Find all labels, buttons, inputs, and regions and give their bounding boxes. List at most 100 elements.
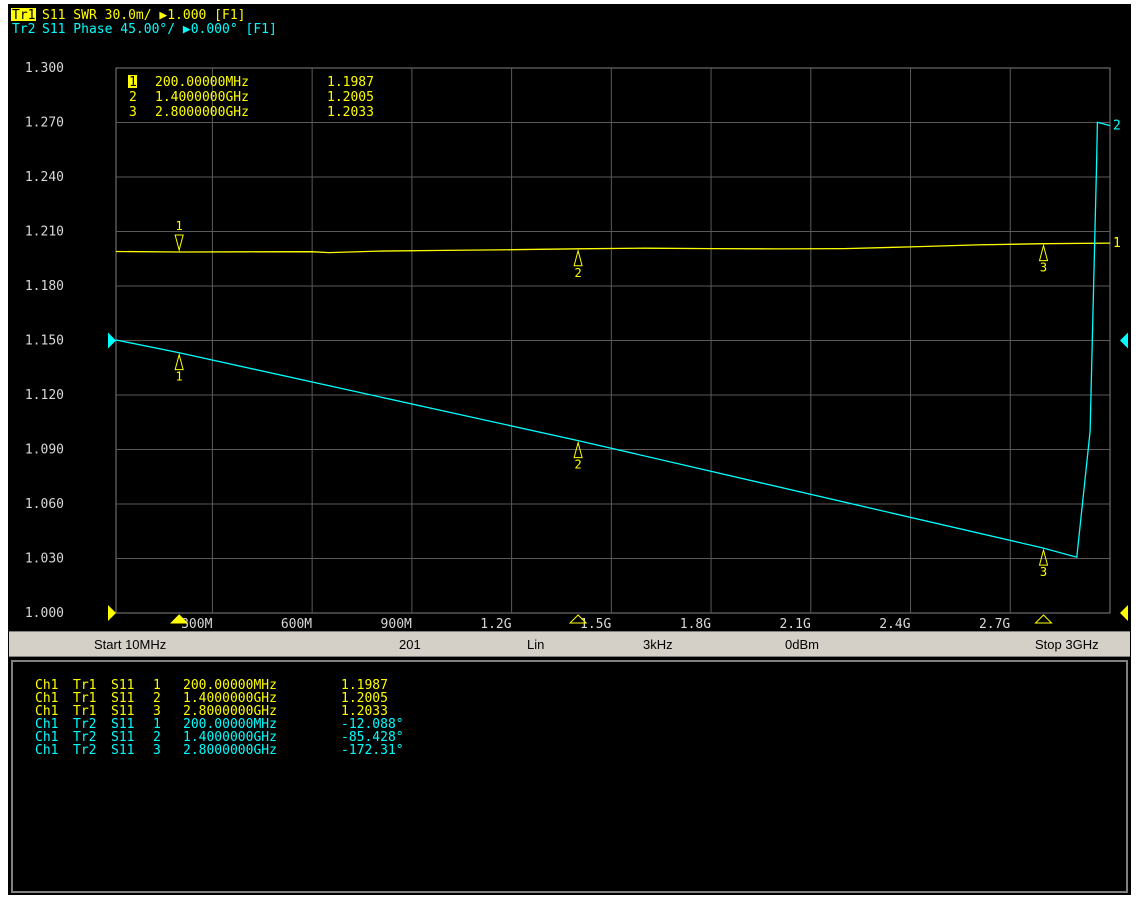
stimulus-marker: [568, 614, 588, 624]
marker-cell-tr: Tr2: [73, 717, 97, 732]
y-tick-label: 1.150: [25, 334, 64, 349]
marker-cell-ch: Ch1: [35, 743, 59, 758]
trace-end-label: 1: [1113, 236, 1121, 251]
marker-cell-freq: 1.4000000GHz: [183, 730, 277, 745]
y-tick-label: 1.270: [25, 116, 64, 131]
trace-line-tr1: [115, 242, 1111, 254]
marker-cell-value: -12.088°: [341, 717, 404, 732]
y-tick-label: 1.300: [25, 61, 64, 76]
x-tick-label: 1.5G: [580, 617, 611, 631]
chart-svg: Tr1 S11 SWR 30.0m/ ▶1.000 [F1] Tr2 S11 Phas…: [11, 8, 1128, 631]
stop-frequency[interactable]: Stop 3GHz: [1035, 637, 1099, 652]
marker-cell-tr: Tr2: [73, 730, 97, 745]
sweep-status-bar: Start 10MHz 201 Lin 3kHz 0dBm Stop 3GHz: [9, 631, 1130, 657]
marker-cell-tr: Tr1: [73, 704, 97, 719]
ref-arrow-right: [1120, 332, 1128, 349]
marker-cell-ch: Ch1: [35, 678, 59, 693]
marker-cell-value: 1.2005: [341, 691, 388, 706]
marker-label: 1: [176, 370, 183, 384]
trace1-settings: S11 SWR 30.0m/ ▶1.000 [F1]: [42, 8, 246, 23]
marker-cell-ch: Ch1: [35, 717, 59, 732]
x-tick-label: 2.1G: [779, 617, 810, 631]
y-tick-label: 1.120: [25, 388, 64, 403]
x-tick-label: 2.7G: [979, 617, 1010, 631]
marker-cell-ch: Ch1: [35, 730, 59, 745]
marker-triangle: [573, 440, 583, 459]
active-marker-highlight: [128, 75, 137, 88]
marker-cell-meas: S11: [111, 743, 135, 758]
trace1-badge-bg: [11, 8, 36, 21]
marker-cell-freq: 1.4000000GHz: [183, 691, 277, 706]
marker-cell-freq: 200.00000MHz: [183, 678, 277, 693]
points-count[interactable]: 201: [399, 637, 421, 652]
x-tick-label: 900M: [381, 617, 412, 631]
marker-cell-meas: S11: [111, 730, 135, 745]
marker-cell-freq: 2.8000000GHz: [183, 743, 277, 758]
y-tick-label: 1.090: [25, 443, 64, 458]
x-tick-label: 1.8G: [680, 617, 711, 631]
marker-cell-meas: S11: [111, 717, 135, 732]
y-tick-label: 1.210: [25, 225, 64, 240]
marker-cell-num: 2: [153, 691, 161, 706]
marker-cell-value: -172.31°: [341, 743, 404, 758]
x-tick-label: 2.4G: [879, 617, 910, 631]
marker-table: Ch1 Tr1 S11 1 200.00000MHz 1.1987 Ch1 Tr1 S11 2 1.…: [11, 660, 1128, 893]
marker-cell-meas: S11: [111, 678, 135, 693]
marker-cell-value: 1.2033: [341, 704, 388, 719]
marker-cell-num: 1: [153, 678, 161, 693]
marker-cell-freq: 2.8000000GHz: [183, 704, 277, 719]
marker-cell-freq: 200.00000MHz: [183, 717, 277, 732]
overlay-marker-num: 1: [129, 75, 137, 90]
x-tick-label: 300M: [181, 617, 212, 631]
marker-cell-tr: Tr1: [73, 678, 97, 693]
ref-arrow-right: [1120, 605, 1128, 621]
marker-cell-ch: Ch1: [35, 704, 59, 719]
marker-cell-meas: S11: [111, 704, 135, 719]
y-tick-label: 1.240: [25, 170, 64, 185]
overlay-marker-value: 1.2033: [327, 105, 374, 120]
start-frequency[interactable]: Start 10MHz: [94, 637, 167, 652]
marker-label: 3: [1040, 261, 1047, 275]
y-tick-label: 1.030: [25, 552, 64, 567]
y-tick-label: 1.000: [25, 606, 64, 621]
marker-triangle: [174, 234, 184, 252]
if-bandwidth[interactable]: 3kHz: [643, 637, 673, 652]
x-tick-label: 1.2G: [480, 617, 511, 631]
sweep-type[interactable]: Lin: [527, 637, 545, 652]
chart-area: Tr1 S11 SWR 30.0m/ ▶1.000 [F1] Tr2 S11 Phas…: [9, 5, 1130, 631]
overlay-marker-value: 1.2005: [327, 90, 374, 105]
marker-cell-num: 2: [153, 730, 161, 745]
marker-cell-meas: S11: [111, 691, 135, 706]
x-tick-label: 600M: [281, 617, 312, 631]
stimulus-marker: [169, 614, 189, 624]
marker-triangle: [573, 248, 583, 267]
overlay-marker-value: 1.1987: [327, 75, 374, 90]
overlay-marker-num: 2: [129, 90, 137, 105]
y-tick-label: 1.060: [25, 497, 64, 512]
marker-label: 2: [574, 458, 581, 472]
marker-triangle: [1038, 243, 1049, 262]
overlay-marker-freq: 200.00000MHz: [155, 75, 249, 90]
marker-label: 3: [1040, 565, 1047, 579]
y-tick-label: 1.180: [25, 279, 64, 294]
marker-cell-ch: Ch1: [35, 691, 59, 706]
marker-cell-num: 1: [153, 717, 161, 732]
trace-line-tr2: [115, 121, 1111, 559]
ref-arrow-left: [108, 332, 116, 349]
marker-cell-value: -85.428°: [341, 730, 404, 745]
trace2-settings: S11 Phase 45.00°/ ▶0.000° [F1]: [42, 22, 277, 37]
trace1-badge: Tr1: [12, 8, 35, 23]
marker-cell-num: 3: [153, 743, 161, 758]
marker-label: 1: [176, 219, 183, 233]
stimulus-marker: [1034, 614, 1053, 624]
marker-cell-tr: Tr1: [73, 691, 97, 706]
marker-label: 2: [574, 266, 581, 280]
trace2-badge: Tr2: [12, 22, 35, 37]
marker-cell-value: 1.1987: [341, 678, 388, 693]
marker-triangle: [1038, 548, 1049, 566]
marker-triangle: [174, 352, 184, 371]
power-level[interactable]: 0dBm: [785, 637, 819, 652]
overlay-marker-freq: 1.4000000GHz: [155, 90, 249, 105]
marker-cell-tr: Tr2: [73, 743, 97, 758]
overlay-marker-freq: 2.8000000GHz: [155, 105, 249, 120]
